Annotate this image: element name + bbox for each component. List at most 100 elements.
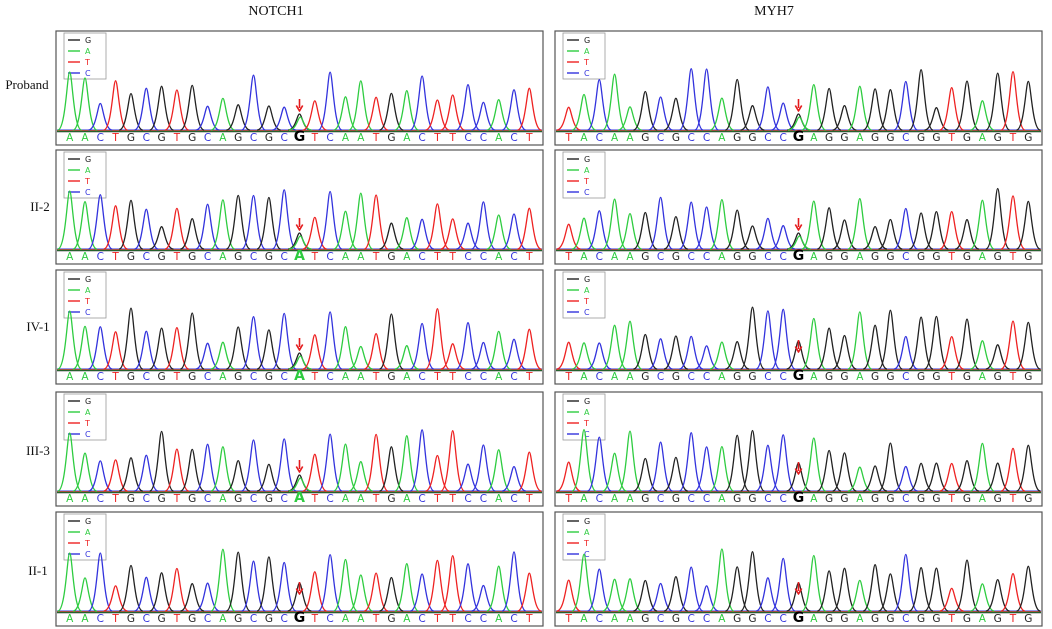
base-call: C xyxy=(596,613,603,625)
base-call: A xyxy=(81,613,89,625)
base-call: G xyxy=(158,493,166,505)
peak-C xyxy=(455,322,481,370)
base-call: G xyxy=(840,132,848,144)
variant-base-call: G xyxy=(294,129,306,145)
peak-G xyxy=(379,92,404,131)
notch1-column-title: NOTCH1 xyxy=(248,4,303,19)
row-label-ii-2: II-2 xyxy=(30,199,50,214)
peak-A xyxy=(709,445,735,492)
peak-G xyxy=(225,194,251,250)
trace-baselines xyxy=(57,368,542,372)
peak-T xyxy=(939,335,964,370)
row-label-proband: Proband xyxy=(5,77,49,92)
peak-A xyxy=(617,106,643,131)
base-call: C xyxy=(764,371,771,383)
base-call: G xyxy=(963,613,971,625)
legend-label-A: A xyxy=(584,528,590,537)
peak-A xyxy=(57,190,83,250)
base-call: G xyxy=(234,613,242,625)
peak-A xyxy=(72,325,98,370)
variant-base-call: G xyxy=(793,129,805,145)
base-call: G xyxy=(917,371,925,383)
base-call: A xyxy=(403,493,411,505)
peak-G xyxy=(379,576,404,612)
variant-arrow-icon xyxy=(794,99,803,112)
base-call: C xyxy=(902,613,909,625)
peak-G xyxy=(225,551,251,612)
legend-label-C: C xyxy=(584,69,590,78)
peak-C xyxy=(771,225,796,250)
peak-A xyxy=(333,96,358,131)
peak-G xyxy=(908,567,934,612)
trace-baselines xyxy=(556,129,1041,133)
base-call: T xyxy=(433,613,441,625)
legend-label-G: G xyxy=(584,397,590,406)
panel-frame xyxy=(55,391,544,507)
trace-peaks xyxy=(57,71,542,131)
base-call: G xyxy=(733,613,741,625)
peak-A xyxy=(801,554,827,612)
base-call: G xyxy=(733,132,741,144)
base-call: C xyxy=(480,493,487,505)
base-call: G xyxy=(387,132,395,144)
peak-T xyxy=(424,559,450,612)
peak-C xyxy=(755,86,781,131)
peak-G xyxy=(740,225,765,250)
variant-base-call: G xyxy=(793,490,805,506)
base-call: C xyxy=(204,251,211,263)
variant-arrow-icon xyxy=(794,218,803,231)
base-call: A xyxy=(66,371,74,383)
base-call: T xyxy=(525,251,533,263)
base-call: C xyxy=(688,132,695,144)
peak-G xyxy=(118,564,144,612)
peak-G xyxy=(118,199,144,250)
trace-peaks xyxy=(556,187,1041,250)
peak-G xyxy=(180,448,205,492)
base-call: T xyxy=(311,132,319,144)
base-call: G xyxy=(733,371,741,383)
base-call: A xyxy=(66,613,74,625)
base-call: G xyxy=(265,493,273,505)
legend-label-G: G xyxy=(85,155,91,164)
base-call: T xyxy=(311,251,319,263)
peak-A xyxy=(847,85,873,131)
peak-A xyxy=(801,83,827,131)
peak-C xyxy=(240,439,267,492)
base-call: C xyxy=(657,132,664,144)
peak-C xyxy=(455,84,481,131)
base-call: G xyxy=(1024,493,1032,505)
peak-G xyxy=(816,327,842,370)
base-call: C xyxy=(143,613,150,625)
peak-G xyxy=(663,456,689,492)
base-call: G xyxy=(871,251,879,263)
base-call: C xyxy=(902,132,909,144)
base-call: C xyxy=(902,493,909,505)
peak-G xyxy=(180,218,205,250)
peak-A xyxy=(348,345,373,370)
peak-A xyxy=(72,201,98,250)
peak-G xyxy=(1016,565,1041,612)
peak-A xyxy=(486,99,511,131)
peak-A xyxy=(210,341,236,370)
base-call: G xyxy=(994,251,1002,263)
base-call: T xyxy=(1009,251,1017,263)
base-call: A xyxy=(626,251,634,263)
peak-G xyxy=(179,312,205,370)
peak-G xyxy=(118,92,144,131)
peak-G xyxy=(149,327,174,370)
peak-T xyxy=(425,454,450,492)
variant-base-call: A xyxy=(294,490,305,506)
peak-G xyxy=(862,465,888,492)
peak-G xyxy=(954,559,980,612)
base-call: T xyxy=(448,613,456,625)
base-call: C xyxy=(418,613,425,625)
peak-T xyxy=(1000,447,1026,492)
peak-G xyxy=(1015,80,1041,131)
peak-A xyxy=(394,345,419,370)
peak-C xyxy=(679,566,704,612)
